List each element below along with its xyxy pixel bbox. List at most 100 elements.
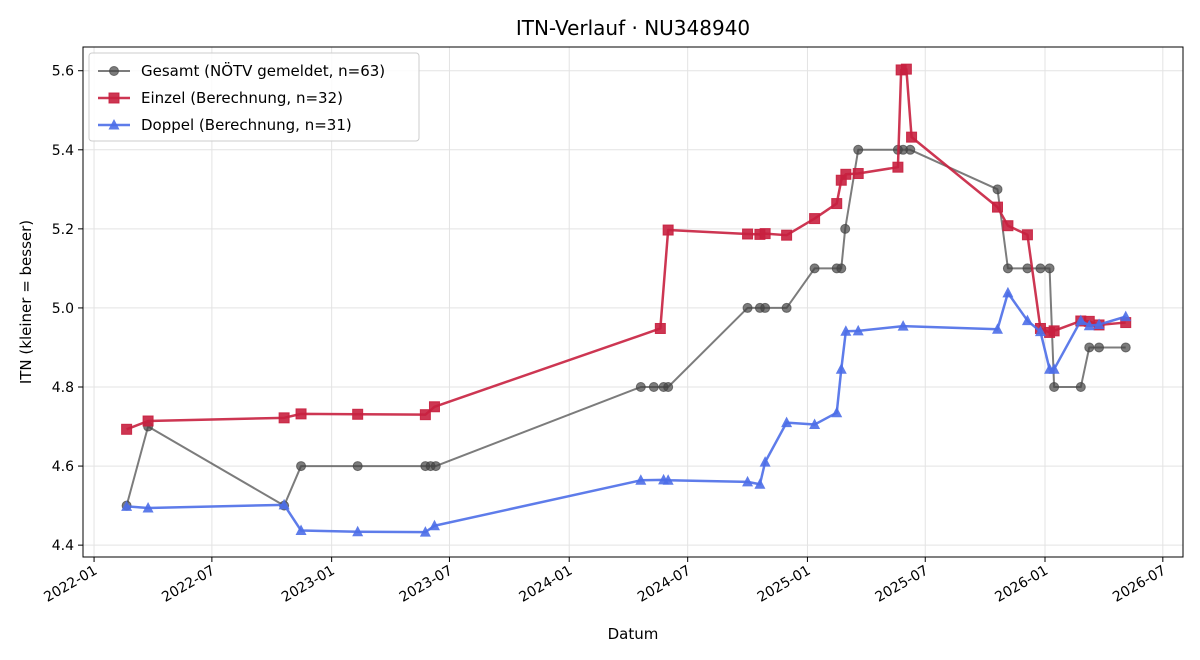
x-axis-title: Datum (608, 625, 659, 643)
legend-item-1: Einzel (Berechnung, n=32) (98, 89, 343, 107)
data-point-s1-22 (991, 201, 1003, 213)
data-point-s2-20 (991, 323, 1003, 334)
data-point-s2-16 (835, 363, 847, 374)
data-point-s2-27 (1083, 319, 1095, 331)
series-layer (121, 63, 1132, 537)
data-point-s1-14 (831, 198, 843, 210)
data-point-s2-23 (1034, 325, 1046, 337)
data-point-s1-16 (840, 168, 852, 180)
data-point-s0-15 (781, 302, 792, 313)
data-point-s0-8 (635, 382, 646, 392)
x-tick-label: 2024-01 (517, 563, 576, 606)
y-tick-label: 5.0 (52, 301, 74, 317)
data-point-s2-22 (1021, 314, 1033, 326)
x-tick-label: 2022-01 (41, 563, 100, 606)
x-tick-label: 2024-07 (635, 563, 694, 606)
data-point-s2-18 (852, 324, 864, 336)
data-point-s2-25 (1048, 363, 1060, 374)
data-point-s0-7 (430, 461, 441, 472)
legend-swatch-marker (109, 66, 119, 76)
data-point-s1-23 (1002, 220, 1014, 232)
y-tick-label: 4.6 (52, 459, 74, 475)
x-tick-label: 2022-07 (159, 563, 218, 606)
data-point-s2-7 (635, 474, 647, 485)
data-point-s0-14 (760, 302, 771, 313)
y-tick-label: 5.4 (52, 143, 74, 159)
data-point-s0-4 (352, 461, 363, 472)
data-point-s2-15 (831, 406, 843, 418)
data-point-s2-19 (897, 320, 909, 331)
data-point-s2-4 (352, 525, 364, 537)
legend-label: Gesamt (NÖTV gemeldet, n=63) (141, 61, 385, 80)
x-tick-label: 2023-01 (279, 563, 338, 606)
data-point-s1-17 (852, 168, 864, 180)
legend-item-0: Gesamt (NÖTV gemeldet, n=63) (98, 61, 385, 80)
data-point-s2-5 (419, 526, 431, 537)
y-axis-title: ITN (kleiner = besser) (17, 220, 35, 384)
x-tick-label: 2025-01 (755, 563, 814, 606)
data-point-s1-5 (419, 409, 431, 421)
data-point-s0-18 (836, 263, 847, 274)
data-point-s1-12 (781, 229, 793, 241)
data-point-s2-21 (1002, 286, 1014, 298)
data-point-s0-31 (1084, 342, 1095, 353)
data-point-s1-27 (1048, 325, 1060, 337)
legend-box (88, 52, 420, 142)
data-point-s0-16 (809, 263, 820, 274)
data-point-s1-3 (295, 408, 307, 420)
grid (83, 47, 1183, 557)
data-point-s1-6 (428, 401, 440, 413)
legend-label: Doppel (Berechnung, n=31) (141, 116, 352, 134)
data-point-s0-33 (1120, 342, 1131, 353)
data-point-s2-28 (1093, 318, 1105, 330)
data-point-s2-9 (662, 474, 674, 485)
data-point-s1-2 (278, 412, 290, 424)
legend-swatch-marker (108, 119, 120, 130)
data-point-s1-0 (121, 423, 133, 435)
data-point-s1-20 (900, 63, 912, 75)
x-tick-label: 2023-07 (397, 563, 456, 606)
data-point-s2-2 (278, 498, 290, 510)
y-axis: 4.4 4.6 4.8 5.0 5.2 5.4 5.6 (52, 64, 83, 554)
data-point-s0-24 (992, 184, 1003, 195)
series-1 (121, 63, 1132, 435)
legend-item-2: Doppel (Berechnung, n=31) (98, 116, 352, 134)
data-point-s0-28 (1044, 263, 1055, 274)
data-point-s0-20 (853, 144, 864, 155)
data-point-s1-11 (759, 228, 771, 240)
series-2 (121, 286, 1132, 537)
data-point-s0-19 (840, 223, 851, 234)
x-axis: 2022-01 2022-07 2023-01 2023-07 2024-01 2024-… (41, 557, 1169, 606)
data-point-s2-10 (742, 475, 754, 487)
data-point-s0-25 (1002, 263, 1013, 274)
data-point-s1-9 (742, 228, 754, 240)
x-tick-label: 2025-07 (873, 563, 932, 606)
data-point-s1-18 (892, 161, 904, 173)
data-point-s2-11 (754, 478, 766, 489)
legend: Gesamt (NÖTV gemeldet, n=63) Einzel (Bere… (88, 52, 420, 142)
data-point-s2-13 (781, 416, 793, 428)
data-point-s2-1 (142, 501, 154, 513)
data-point-s0-3 (296, 461, 307, 472)
data-point-s1-13 (809, 213, 821, 225)
data-point-s2-12 (759, 456, 771, 467)
data-point-s2-29 (1120, 310, 1132, 322)
data-point-s1-24 (1021, 229, 1033, 241)
data-point-s1-7 (654, 322, 666, 334)
x-tick-label: 2026-07 (1110, 563, 1169, 606)
data-point-s1-21 (906, 131, 918, 143)
data-point-s0-27 (1035, 263, 1046, 274)
data-point-s0-23 (905, 144, 916, 155)
legend-label: Einzel (Berechnung, n=32) (141, 89, 343, 107)
y-tick-label: 5.2 (52, 222, 74, 238)
series-line-2 (126, 291, 1127, 534)
data-point-s0-9 (648, 382, 659, 392)
plot-frame (82, 46, 1184, 558)
data-point-s0-30 (1075, 382, 1086, 392)
data-point-s2-26 (1075, 314, 1087, 326)
data-point-s0-12 (742, 302, 753, 313)
data-point-s2-6 (428, 519, 440, 531)
data-point-s2-17 (840, 325, 852, 336)
legend-swatch-marker (108, 92, 120, 104)
